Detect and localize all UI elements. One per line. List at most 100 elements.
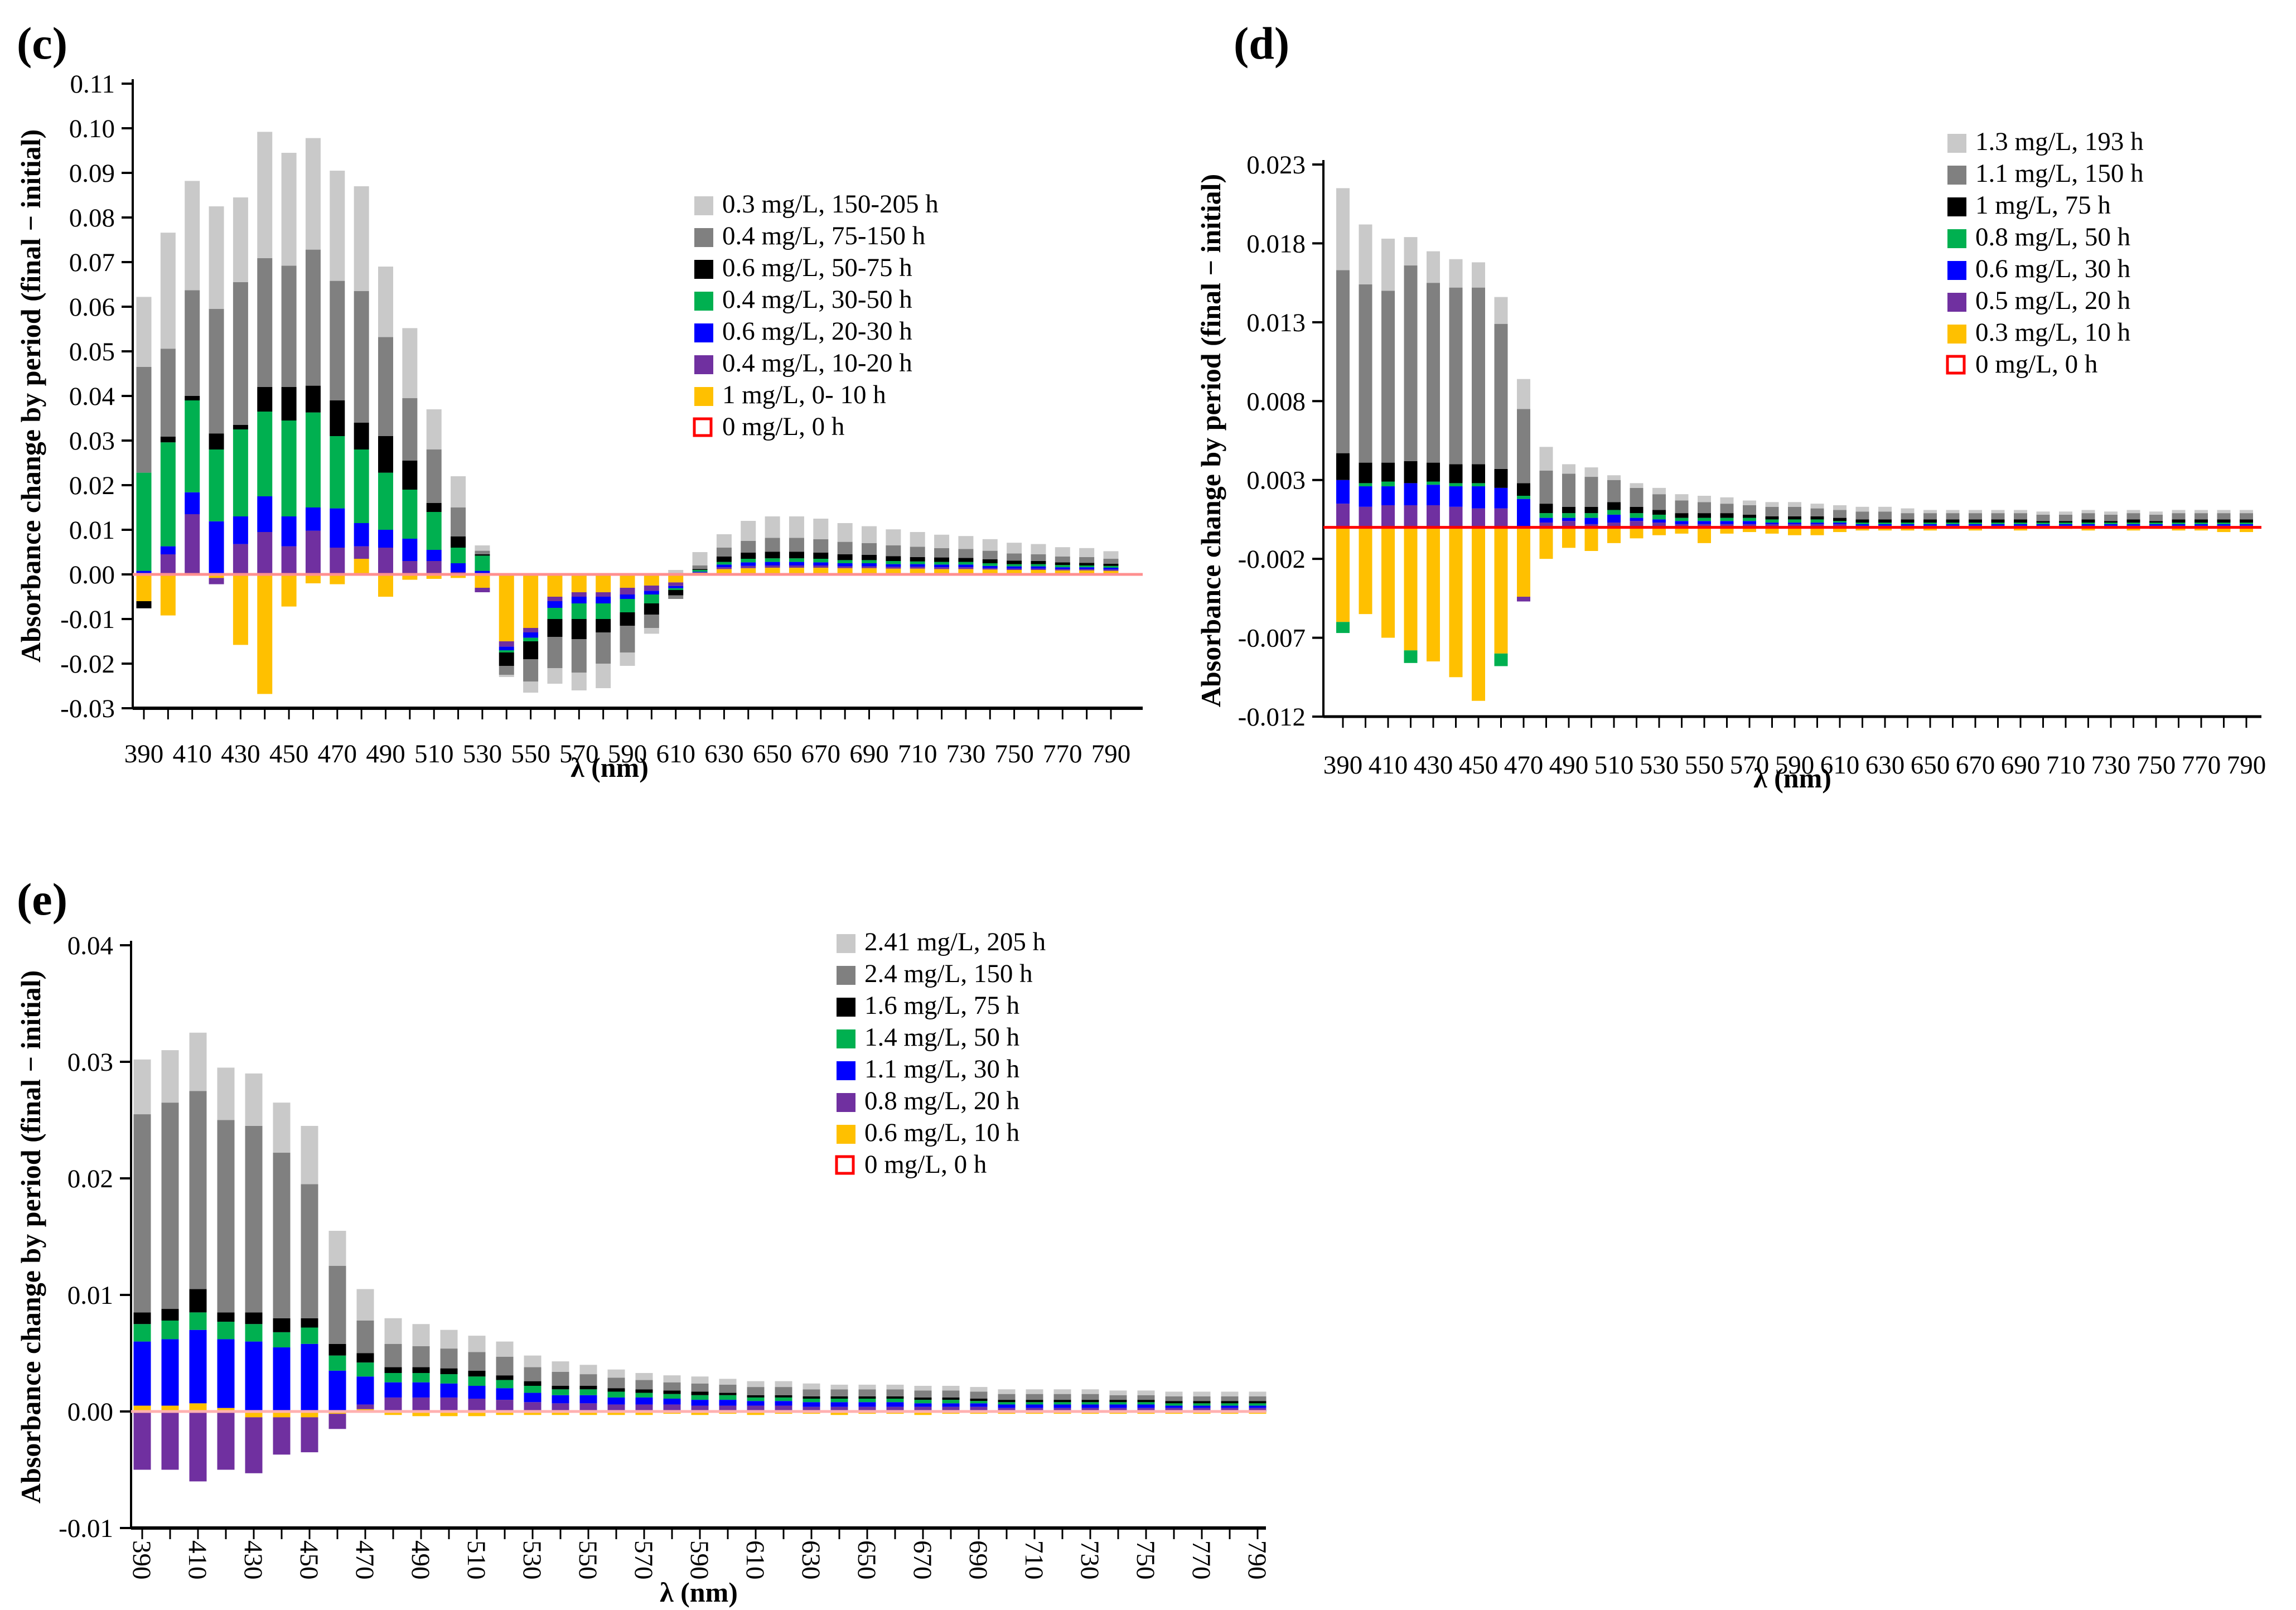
- x-tick-label: 650: [1911, 751, 1950, 780]
- x-tick-label: 590: [685, 1540, 714, 1580]
- bar-segment: [451, 476, 466, 507]
- bar-segment: [1720, 524, 1734, 528]
- legend-label: 2.4 mg/L, 150 h: [864, 959, 1033, 988]
- bar-segment: [1675, 524, 1689, 528]
- y-tick-label: 0.03: [69, 427, 115, 456]
- bar-segment: [301, 1327, 318, 1344]
- bar-segment: [330, 281, 345, 400]
- bar-segment: [185, 181, 200, 291]
- bar-segment: [426, 409, 442, 449]
- bar-segment: [161, 1339, 179, 1406]
- bar-segment: [2059, 524, 2072, 526]
- bar-segment: [1675, 500, 1689, 514]
- bar-segment: [451, 548, 466, 563]
- bar-segment: [547, 668, 563, 684]
- bar-segment: [1031, 544, 1046, 554]
- bar-segment: [552, 1361, 569, 1372]
- bar-segment: [305, 574, 321, 583]
- bar-segment: [257, 387, 273, 412]
- bar-segment: [1109, 1402, 1127, 1405]
- bar-segment: [1969, 510, 1982, 514]
- bar-segment: [716, 548, 732, 557]
- bar-segment: [1494, 653, 1508, 666]
- x-tick-label: 410: [183, 1540, 212, 1580]
- bar-segment: [765, 568, 780, 574]
- bar-segment: [217, 1339, 235, 1408]
- legend-swatch: [837, 934, 855, 953]
- bar-segment: [1630, 521, 1644, 528]
- bar-segment: [1562, 518, 1575, 521]
- bar-segment: [886, 1402, 904, 1407]
- bar-segment: [451, 507, 466, 536]
- bar-segment: [160, 436, 176, 443]
- bar-segment: [2081, 523, 2095, 524]
- bar-segment: [982, 569, 998, 574]
- bar-segment: [1053, 1402, 1071, 1405]
- legend-label: 1 mg/L, 75 h: [1975, 191, 2111, 220]
- bar-segment: [547, 608, 563, 619]
- bar-segment: [1359, 224, 1372, 284]
- legend-swatch: [1947, 229, 1966, 248]
- bar-segment: [942, 1397, 960, 1400]
- bar-segment: [133, 1324, 151, 1342]
- legend-label: 0.8 mg/L, 50 h: [1975, 223, 2130, 252]
- bar-segment: [1855, 527, 1869, 531]
- bar-segment: [1652, 510, 1666, 515]
- bar-segment: [1221, 1401, 1239, 1404]
- bar-segment: [789, 538, 804, 552]
- bar-segment: [607, 1404, 625, 1411]
- bar-segment: [1449, 527, 1463, 678]
- bar-segment: [1517, 496, 1530, 499]
- chart-c-dynamic-layer: 0.11 0.10 0.09 0.08 0.07 0.06 0.05 0.04 0.03 0.02…: [60, 70, 1143, 768]
- bar-segment: [1494, 508, 1508, 528]
- legend-label: 1 mg/L, 0- 10 h: [722, 380, 886, 409]
- x-tick-label: 570: [1730, 751, 1770, 780]
- bar-segment: [644, 628, 659, 634]
- bar-segment: [716, 562, 732, 565]
- bar-segment: [1584, 524, 1598, 528]
- bar-segment: [330, 574, 345, 584]
- bar-segment: [426, 503, 442, 512]
- x-tick-label: 410: [172, 739, 212, 768]
- bar-segment: [1055, 547, 1070, 557]
- bar-segment: [1081, 1400, 1099, 1403]
- bar-segment: [378, 436, 393, 473]
- bar-segment: [523, 628, 539, 632]
- bar-segment: [468, 1411, 486, 1416]
- bar-segment: [160, 349, 176, 437]
- bar-segment: [741, 552, 756, 559]
- bar-segment: [789, 558, 804, 562]
- bar-segment: [691, 1411, 709, 1415]
- bar-segment: [691, 1400, 709, 1406]
- bar-segment: [330, 171, 345, 281]
- legend-swatch: [837, 1093, 855, 1112]
- bar-segment: [1630, 513, 1644, 518]
- bar-segment: [2081, 510, 2095, 514]
- bar-segment: [1336, 270, 1350, 453]
- bar-segment: [747, 1397, 765, 1401]
- bar-segment: [1055, 567, 1070, 569]
- bar-segment: [1103, 570, 1119, 574]
- bar-segment: [1103, 551, 1119, 559]
- bar-segment: [1137, 1404, 1155, 1408]
- bar-segment: [914, 1400, 932, 1404]
- bar-segment: [2014, 519, 2027, 523]
- bar-segment: [209, 206, 224, 309]
- bar-segment: [133, 1114, 151, 1313]
- y-tick-label: 0.04: [69, 382, 115, 411]
- bar-segment: [934, 564, 950, 568]
- bar-segment: [189, 1289, 207, 1313]
- y-tick-label: -0.03: [60, 694, 115, 723]
- bar-segment: [1031, 566, 1046, 569]
- bar-segment: [579, 1395, 597, 1404]
- bar-segment: [1991, 523, 2005, 524]
- bar-segment: [328, 1414, 346, 1429]
- bar-segment: [1109, 1404, 1127, 1408]
- bar-segment: [1427, 462, 1440, 482]
- bar-segment: [858, 1406, 876, 1411]
- bar-segment: [1081, 1389, 1099, 1394]
- bar-segment: [716, 569, 732, 574]
- bar-segment: [552, 1389, 569, 1395]
- bar-segment: [886, 556, 901, 561]
- x-tick-label: 730: [1075, 1540, 1104, 1580]
